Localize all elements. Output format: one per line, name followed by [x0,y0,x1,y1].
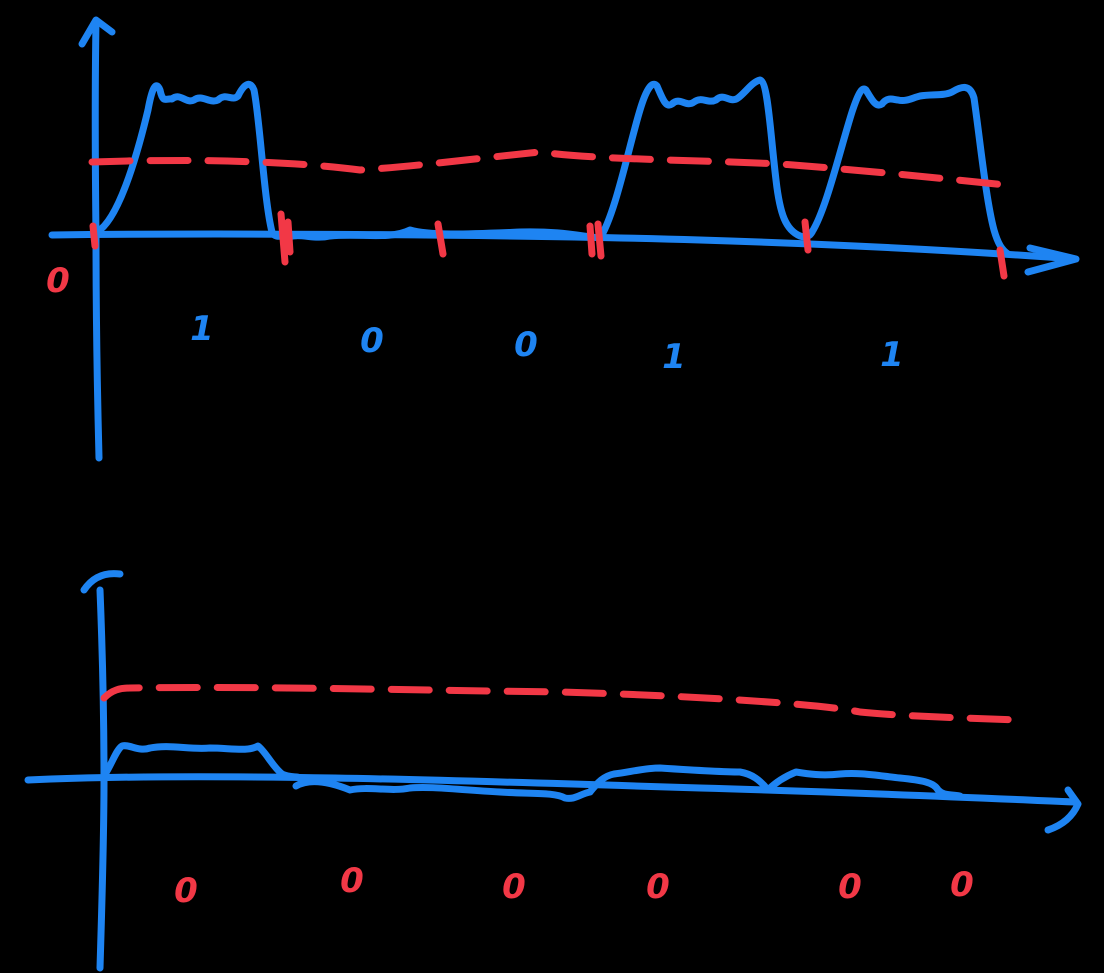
top-origin-label: 0 [46,261,70,301]
bottom-signal-pulse-2 [586,764,964,800]
top-threshold-line [88,148,1019,190]
top-bit-label: 1 [662,337,686,377]
top-signal-pulse-2 [596,76,816,242]
top-sample-mark-6 [996,246,1008,280]
bottom-signal-low [292,778,594,802]
top-sample-mark-2 [277,210,294,266]
top-signal-pulse-1 [93,80,289,240]
top-panel: 0 1 0 0 1 1 [46,16,1080,462]
bottom-bit-label: 0 [646,867,670,907]
bottom-bit-label: 0 [838,867,862,907]
top-bit-label: 1 [190,309,214,349]
bottom-bit-label: 0 [174,871,198,911]
bottom-bit-label: 0 [340,861,364,901]
bottom-signal-pulse-1 [100,742,304,782]
top-sample-mark-5 [801,218,812,254]
top-sample-mark-4 [586,220,605,260]
bottom-bit-label: 0 [950,865,974,905]
top-signal-pulse-3 [808,84,1012,258]
top-bit-label: 1 [880,335,904,375]
bottom-panel: 0 0 0 0 0 0 [24,570,1082,972]
bottom-threshold-line [100,683,1024,724]
bottom-y-axis-hook [80,570,124,594]
top-x-axis [48,230,1079,263]
bottom-bit-label: 0 [502,867,526,907]
top-bit-label: 0 [514,325,538,365]
top-y-axis-arrowhead [78,16,116,48]
top-sample-mark-1 [89,222,99,250]
top-x-axis-arrowhead [1024,244,1080,276]
top-bit-label: 0 [360,321,384,361]
bottom-x-axis-arrowhead [1044,786,1082,834]
top-sample-mark-3 [434,220,447,258]
top-signal-low [281,226,604,242]
